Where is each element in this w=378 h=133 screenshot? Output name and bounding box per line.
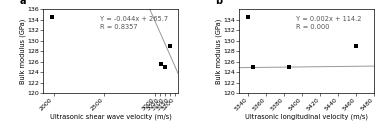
Y-axis label: Bulk modulus (GPa): Bulk modulus (GPa) (215, 18, 222, 84)
X-axis label: Ultrasonic shear wave velocity (m/s): Ultrasonic shear wave velocity (m/s) (50, 113, 172, 120)
Point (162, 66, 168, 68)
X-axis label: Ultrasonic longitudinal velocity (m/s): Ultrasonic longitudinal velocity (m/s) (245, 113, 368, 120)
Point (353, 45, 359, 47)
Y-axis label: Bulk modulus (GPa): Bulk modulus (GPa) (20, 18, 26, 84)
Text: b: b (215, 0, 222, 6)
Point (48, 16, 54, 18)
Point (158, 63, 164, 65)
Text: a: a (19, 0, 26, 6)
Point (286, 66, 292, 68)
Point (245, 16, 251, 18)
Text: Y = 0.002x + 114.2
R = 0.000: Y = 0.002x + 114.2 R = 0.000 (296, 16, 361, 30)
Point (250, 66, 256, 68)
Text: Y = -0.044x + 265.7
R = 0.8357: Y = -0.044x + 265.7 R = 0.8357 (100, 16, 168, 30)
Point (167, 45, 174, 47)
